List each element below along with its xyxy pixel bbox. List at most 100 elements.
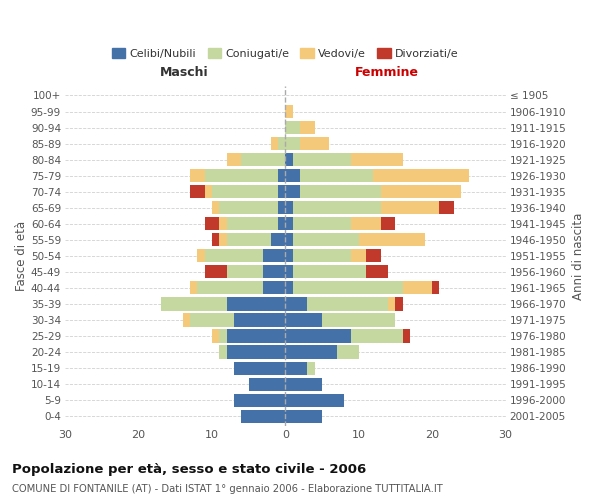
Bar bbox=[286, 137, 300, 150]
Bar bbox=[286, 410, 322, 423]
Bar bbox=[205, 250, 263, 262]
Bar bbox=[293, 201, 381, 214]
Bar bbox=[278, 185, 286, 198]
Legend: Celibi/Nubili, Coniugati/e, Vedovi/e, Divorziati/e: Celibi/Nubili, Coniugati/e, Vedovi/e, Di… bbox=[107, 44, 463, 64]
Bar bbox=[366, 250, 381, 262]
Bar bbox=[352, 330, 403, 342]
Bar bbox=[278, 217, 286, 230]
Bar bbox=[263, 266, 286, 278]
Text: COMUNE DI FONTANILE (AT) - Dati ISTAT 1° gennaio 2006 - Elaborazione TUTTITALIA.: COMUNE DI FONTANILE (AT) - Dati ISTAT 1°… bbox=[12, 484, 443, 494]
Bar bbox=[220, 201, 278, 214]
Bar bbox=[293, 250, 352, 262]
Bar bbox=[293, 266, 366, 278]
Bar bbox=[220, 330, 227, 342]
Bar bbox=[286, 201, 293, 214]
Bar bbox=[300, 169, 373, 182]
Bar bbox=[227, 330, 286, 342]
Bar bbox=[227, 233, 271, 246]
Bar bbox=[352, 250, 366, 262]
Y-axis label: Fasce di età: Fasce di età bbox=[15, 221, 28, 291]
Bar bbox=[190, 282, 197, 294]
Bar bbox=[286, 266, 293, 278]
Text: Maschi: Maschi bbox=[160, 66, 208, 79]
Bar bbox=[190, 185, 205, 198]
Bar bbox=[205, 266, 227, 278]
Bar bbox=[286, 378, 322, 390]
Bar bbox=[271, 137, 278, 150]
Bar bbox=[234, 394, 286, 406]
Bar bbox=[161, 298, 227, 310]
Bar bbox=[439, 201, 454, 214]
Bar bbox=[278, 201, 286, 214]
Bar bbox=[227, 346, 286, 358]
Bar bbox=[286, 330, 352, 342]
Bar bbox=[286, 394, 344, 406]
Bar bbox=[381, 201, 439, 214]
Bar bbox=[293, 233, 359, 246]
Bar bbox=[286, 346, 337, 358]
Bar bbox=[220, 346, 227, 358]
Bar bbox=[220, 233, 227, 246]
Bar bbox=[381, 217, 395, 230]
Bar bbox=[286, 121, 300, 134]
Bar bbox=[366, 266, 388, 278]
Bar bbox=[337, 346, 359, 358]
Bar bbox=[286, 314, 322, 326]
Bar bbox=[182, 314, 190, 326]
Y-axis label: Anni di nascita: Anni di nascita bbox=[572, 212, 585, 300]
Bar bbox=[227, 266, 263, 278]
Bar bbox=[293, 217, 352, 230]
Bar bbox=[395, 298, 403, 310]
Bar bbox=[212, 330, 220, 342]
Bar bbox=[293, 282, 403, 294]
Bar bbox=[307, 298, 388, 310]
Bar bbox=[205, 169, 278, 182]
Bar bbox=[322, 314, 395, 326]
Bar bbox=[381, 185, 461, 198]
Bar bbox=[286, 362, 307, 374]
Bar bbox=[286, 153, 293, 166]
Bar bbox=[286, 185, 300, 198]
Bar bbox=[271, 233, 286, 246]
Bar bbox=[307, 362, 315, 374]
Bar bbox=[241, 410, 286, 423]
Bar bbox=[227, 298, 286, 310]
Bar bbox=[234, 314, 286, 326]
Bar bbox=[205, 185, 212, 198]
Bar bbox=[293, 153, 352, 166]
Bar bbox=[197, 282, 263, 294]
Bar bbox=[286, 169, 300, 182]
Bar bbox=[227, 217, 278, 230]
Bar bbox=[286, 282, 293, 294]
Bar bbox=[359, 233, 425, 246]
Bar bbox=[234, 362, 286, 374]
Bar bbox=[352, 153, 403, 166]
Text: Popolazione per età, sesso e stato civile - 2006: Popolazione per età, sesso e stato civil… bbox=[12, 462, 366, 475]
Bar bbox=[286, 105, 293, 118]
Bar bbox=[388, 298, 395, 310]
Bar bbox=[241, 153, 286, 166]
Bar bbox=[197, 250, 205, 262]
Bar bbox=[212, 233, 220, 246]
Text: Femmine: Femmine bbox=[355, 66, 419, 79]
Bar bbox=[286, 298, 307, 310]
Bar bbox=[278, 137, 286, 150]
Bar bbox=[403, 282, 432, 294]
Bar bbox=[403, 330, 410, 342]
Bar bbox=[248, 378, 286, 390]
Bar bbox=[300, 185, 381, 198]
Bar bbox=[190, 314, 234, 326]
Bar bbox=[227, 153, 241, 166]
Bar bbox=[263, 282, 286, 294]
Bar bbox=[212, 201, 220, 214]
Bar bbox=[432, 282, 439, 294]
Bar bbox=[300, 137, 329, 150]
Bar bbox=[263, 250, 286, 262]
Bar bbox=[278, 169, 286, 182]
Bar bbox=[286, 217, 293, 230]
Bar bbox=[205, 217, 220, 230]
Bar bbox=[212, 185, 278, 198]
Bar bbox=[300, 121, 315, 134]
Bar bbox=[190, 169, 205, 182]
Bar bbox=[352, 217, 381, 230]
